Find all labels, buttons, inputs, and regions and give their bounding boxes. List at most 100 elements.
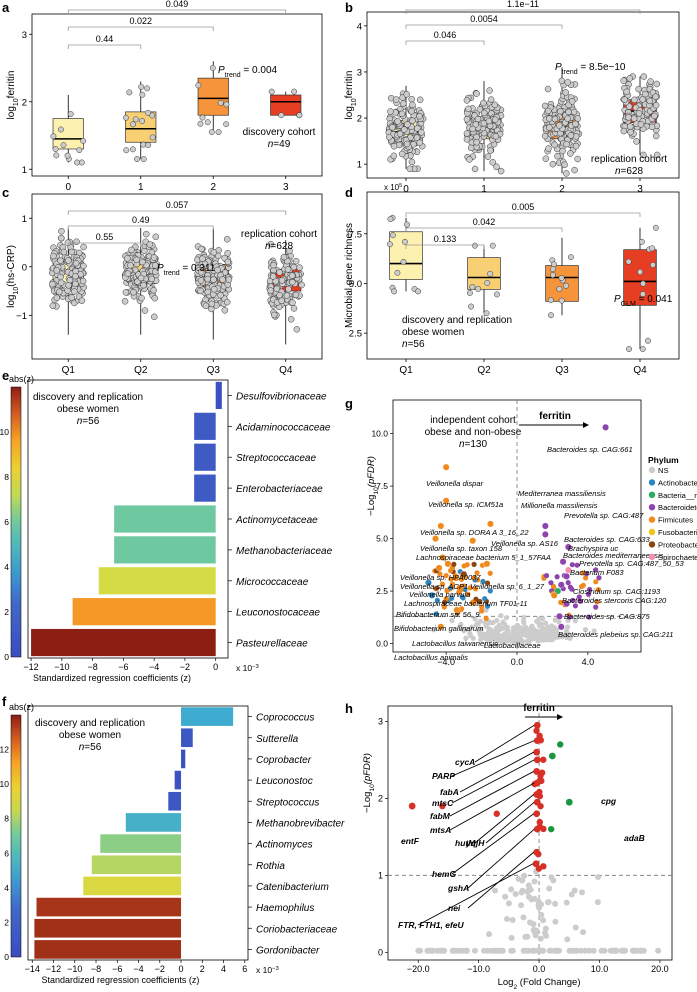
data-point [197, 287, 204, 295]
data-point [394, 269, 401, 276]
significant-point [471, 561, 477, 567]
data-point [210, 249, 218, 256]
ns-point [509, 916, 516, 923]
bar [34, 940, 182, 959]
sample-size-label: n=56 [79, 742, 102, 753]
data-point [400, 100, 407, 107]
ns-point [485, 630, 492, 637]
bar-category-label: Pasteurellaceae [236, 639, 308, 650]
text-span: −Log [362, 792, 373, 813]
legend-label: Fusobacteria [658, 528, 697, 537]
text-span: P [614, 294, 621, 305]
significant-point [441, 604, 447, 610]
data-point [493, 163, 500, 171]
colorbar-tick-label: 0 [4, 952, 9, 962]
labelled-point [533, 791, 541, 798]
leader-line [451, 740, 535, 777]
text-span: GLM [621, 301, 636, 308]
x-tick-label: −14 [25, 964, 40, 974]
data-point [558, 77, 566, 85]
p-value-label: 0.0054 [470, 14, 498, 24]
ns-point [522, 933, 529, 940]
text-span: =56 [408, 339, 425, 350]
data-point [139, 91, 146, 98]
x-tick-label: −2 [155, 964, 165, 974]
data-point [563, 282, 569, 289]
x-tick-label: 4.0 [582, 657, 595, 667]
ns-point [496, 627, 503, 633]
y-tick-label: −1 [16, 311, 27, 322]
legend-swatch [648, 491, 656, 498]
text-span: P [555, 62, 562, 73]
box [52, 118, 84, 150]
data-point [487, 147, 494, 154]
colorbar-tick-label: 12 [0, 745, 9, 755]
ns-point [502, 893, 509, 900]
ns-point [538, 911, 545, 918]
data-point [145, 142, 152, 149]
ns-point [572, 618, 578, 624]
data-point [201, 260, 209, 268]
significant-point [586, 614, 592, 620]
y-tick-label: 1 [22, 165, 27, 176]
labelled-point [408, 802, 416, 810]
x-tick-label: 0 [213, 662, 218, 672]
box [270, 94, 302, 116]
significant-point [439, 802, 446, 810]
data-point [132, 116, 139, 123]
significant-point [547, 825, 555, 833]
ns-point [530, 947, 537, 954]
significant-point [479, 604, 485, 610]
p-trend-label: Ptrend = 0.004 [218, 65, 278, 79]
ns-point [455, 947, 462, 954]
data-point [541, 132, 549, 140]
data-point [551, 141, 558, 149]
text-span: n [77, 416, 83, 427]
p-trend-label: Ptrend = 0.311 [157, 263, 216, 277]
data-point [639, 291, 646, 298]
data-point [567, 254, 574, 261]
significant-point [484, 603, 491, 609]
significant-point [471, 600, 477, 606]
axis-scale-note: x 10−3 [256, 965, 280, 975]
ns-point [505, 900, 512, 907]
colorbar-tick-label: 6 [4, 848, 9, 858]
data-point [53, 294, 61, 302]
y-axis-label: Microbial gene richness [344, 223, 355, 328]
bar-category-label: Streptococcus [256, 797, 319, 808]
ns-point [521, 620, 527, 626]
data-point [491, 101, 499, 109]
x-tick-label: Q4 [279, 365, 293, 376]
legend-label: Bacteroidetes [658, 503, 697, 512]
bar-category-label: Haemophilus [256, 903, 314, 914]
data-point [292, 257, 300, 265]
x-tick-label: −20.0 [407, 964, 430, 974]
ns-point [520, 914, 527, 921]
leader-line [449, 771, 534, 817]
data-point [211, 286, 218, 293]
data-point [567, 150, 574, 157]
ns-point [505, 634, 511, 641]
text-span: =56 [84, 742, 101, 753]
significant-point [550, 583, 557, 589]
ns-point [577, 947, 584, 954]
x-tick-label: −10.0 [467, 964, 490, 974]
significant-point [478, 608, 485, 614]
sample-size-label: n=49 [268, 139, 291, 150]
ns-point [463, 635, 469, 641]
text-span: n [615, 166, 621, 177]
data-point [400, 258, 407, 265]
x-tick-label: 2 [210, 182, 216, 193]
x-tick-label: Q3 [207, 365, 221, 376]
panel-e: e abs(z) 0 2 4 6 8 10 Desulfovibrionaceae Acidami… [0, 368, 333, 683]
data-point [620, 127, 628, 135]
significance-bracket [405, 244, 485, 249]
labelled-point [533, 848, 541, 856]
data-point [640, 151, 647, 159]
data-point [126, 89, 133, 96]
data-point [626, 123, 634, 130]
labelled-point [533, 748, 541, 756]
x-tick-label: 0 [179, 964, 184, 974]
ns-point [537, 947, 544, 954]
